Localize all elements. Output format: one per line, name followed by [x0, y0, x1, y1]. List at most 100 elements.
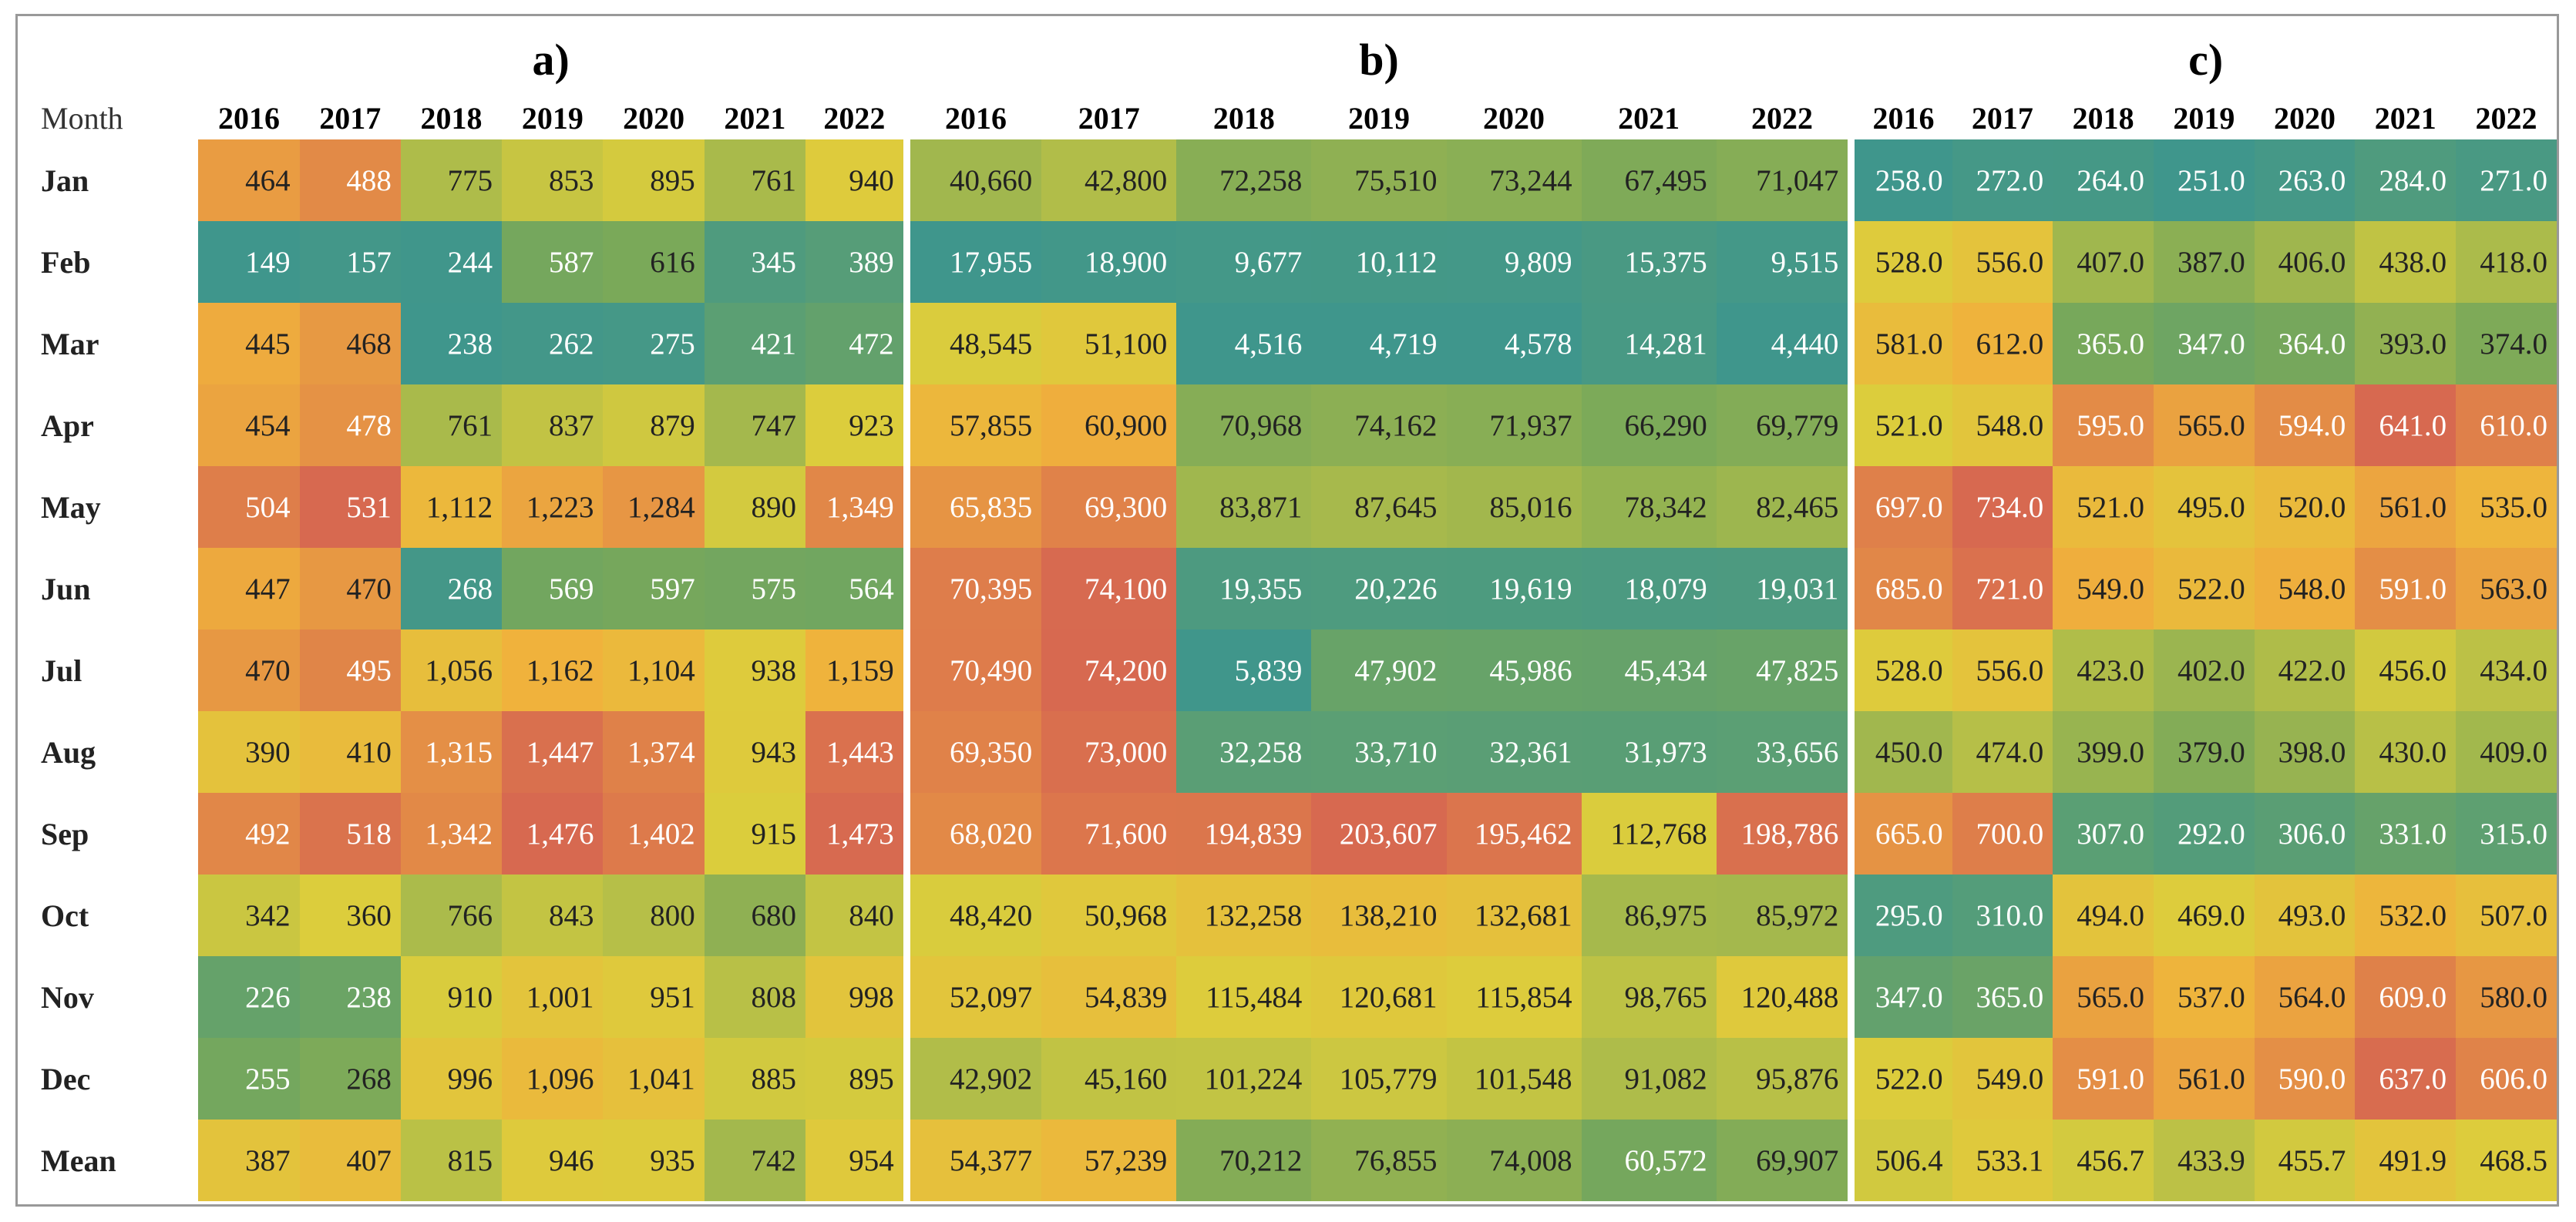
value-cell: 434.0: [2456, 629, 2557, 711]
value-cell: 68,020: [903, 793, 1042, 875]
value-cell: 522.0: [2153, 548, 2255, 629]
value-cell: 594.0: [2254, 384, 2356, 466]
value-cell: 9,809: [1446, 221, 1582, 303]
year-header: 2016: [903, 96, 1042, 139]
value-cell: 421: [704, 303, 805, 384]
value-cell: 268: [400, 548, 503, 629]
value-cell: 734.0: [1952, 466, 2053, 548]
value-cell: 800: [603, 875, 705, 956]
value-cell: 1,443: [805, 711, 907, 793]
value-cell: 935: [603, 1120, 705, 1201]
value-cell: 815: [400, 1120, 503, 1201]
value-cell: 491.9: [2355, 1120, 2457, 1201]
value-cell: 528.0: [1848, 221, 1952, 303]
value-cell: 284.0: [2355, 139, 2457, 221]
value-cell: 73,000: [1041, 711, 1177, 793]
value-cell: 665.0: [1848, 793, 1952, 875]
month-label: Feb: [41, 244, 91, 280]
value-cell: 549.0: [1952, 1038, 2053, 1120]
value-cell: 310.0: [1952, 875, 2053, 956]
value-cell: 533.1: [1952, 1120, 2053, 1201]
value-cell: 597: [603, 548, 705, 629]
value-cell: 612.0: [1952, 303, 2053, 384]
value-cell: 70,490: [903, 629, 1042, 711]
value-cell: 132,681: [1446, 875, 1582, 956]
value-cell: 342: [198, 875, 300, 956]
value-cell: 561.0: [2355, 466, 2457, 548]
value-cell: 4,578: [1446, 303, 1582, 384]
value-cell: 20,226: [1311, 548, 1447, 629]
month-label: Jul: [41, 653, 82, 688]
value-cell: 374.0: [2456, 303, 2557, 384]
value-cell: 19,619: [1446, 548, 1582, 629]
value-cell: 10,112: [1311, 221, 1447, 303]
value-cell: 492: [198, 793, 300, 875]
value-cell: 532.0: [2355, 875, 2457, 956]
value-cell: 347.0: [1848, 956, 1952, 1038]
value-cell: 57,855: [903, 384, 1042, 466]
value-cell: 470: [299, 548, 401, 629]
value-cell: 1,096: [502, 1038, 604, 1120]
data-row: Aug 390 410 1,315 1,447 1,374 943 1,443 69,350 73…: [35, 711, 2557, 793]
value-cell: 418.0: [2456, 221, 2557, 303]
value-cell: 70,968: [1176, 384, 1312, 466]
value-cell: 19,031: [1716, 548, 1851, 629]
panel-title: c): [1848, 22, 2557, 96]
value-cell: 456.7: [2053, 1120, 2154, 1201]
value-cell: 775: [400, 139, 503, 221]
panel-title-row: a) b) c): [35, 22, 2557, 96]
value-cell: 195,462: [1446, 793, 1582, 875]
value-cell: 595.0: [2053, 384, 2154, 466]
year-header: 2021: [2374, 100, 2436, 136]
data-row: Dec 255 268 996 1,096 1,041 885 895 42,902 45,160…: [35, 1038, 2557, 1120]
value-cell: 430.0: [2355, 711, 2457, 793]
value-cell: 198,786: [1716, 793, 1851, 875]
value-cell: 946: [502, 1120, 604, 1201]
table-frame: a) b) c) Month 2016 2017 2018 2019 2020 2021 2022 2…: [15, 14, 2559, 1207]
value-cell: 535.0: [2456, 466, 2557, 548]
value-cell: 996: [400, 1038, 503, 1120]
month-label: Aug: [41, 734, 96, 770]
value-cell: 255: [198, 1038, 300, 1120]
panel-title: a): [532, 34, 570, 85]
year-header: 2016: [218, 100, 281, 136]
value-cell: 70,212: [1176, 1120, 1312, 1201]
value-cell: 60,900: [1041, 384, 1177, 466]
value-cell: 262: [502, 303, 604, 384]
value-cell: 132,258: [1176, 875, 1312, 956]
value-cell: 423.0: [2053, 629, 2154, 711]
year-header: 2018: [2072, 100, 2134, 136]
value-cell: 520.0: [2254, 466, 2356, 548]
value-cell: 331.0: [2355, 793, 2457, 875]
value-cell: 82,465: [1716, 466, 1851, 548]
value-cell: 95,876: [1716, 1038, 1851, 1120]
value-cell: 433.9: [2153, 1120, 2255, 1201]
data-row: May 504 531 1,112 1,223 1,284 890 1,349 65,835 69…: [35, 466, 2557, 548]
value-cell: 879: [603, 384, 705, 466]
value-cell: 641.0: [2355, 384, 2457, 466]
value-cell: 456.0: [2355, 629, 2457, 711]
value-cell: 406.0: [2254, 221, 2356, 303]
value-cell: 112,768: [1581, 793, 1717, 875]
value-cell: 149: [198, 221, 300, 303]
value-cell: 685.0: [1848, 548, 1952, 629]
value-cell: 998: [805, 956, 907, 1038]
year-header: 2017: [1971, 100, 2033, 136]
value-cell: 33,710: [1311, 711, 1447, 793]
value-cell: 504: [198, 466, 300, 548]
value-cell: 73,244: [1446, 139, 1582, 221]
month-label: Dec: [41, 1061, 91, 1096]
value-cell: 101,224: [1176, 1038, 1312, 1120]
value-cell: 138,210: [1311, 875, 1447, 956]
value-cell: 923: [805, 384, 907, 466]
value-cell: 518: [299, 793, 401, 875]
value-cell: 591.0: [2053, 1038, 2154, 1120]
value-cell: 407.0: [2053, 221, 2154, 303]
value-cell: 194,839: [1176, 793, 1312, 875]
year-header: 2018: [1212, 100, 1275, 136]
value-cell: 943: [704, 711, 805, 793]
value-cell: 531: [299, 466, 401, 548]
value-cell: 1,056: [400, 629, 503, 711]
value-cell: 399.0: [2053, 711, 2154, 793]
year-row: Month 2016 2017 2018 2019 2020 2021 2022 2016 201…: [35, 96, 2557, 139]
